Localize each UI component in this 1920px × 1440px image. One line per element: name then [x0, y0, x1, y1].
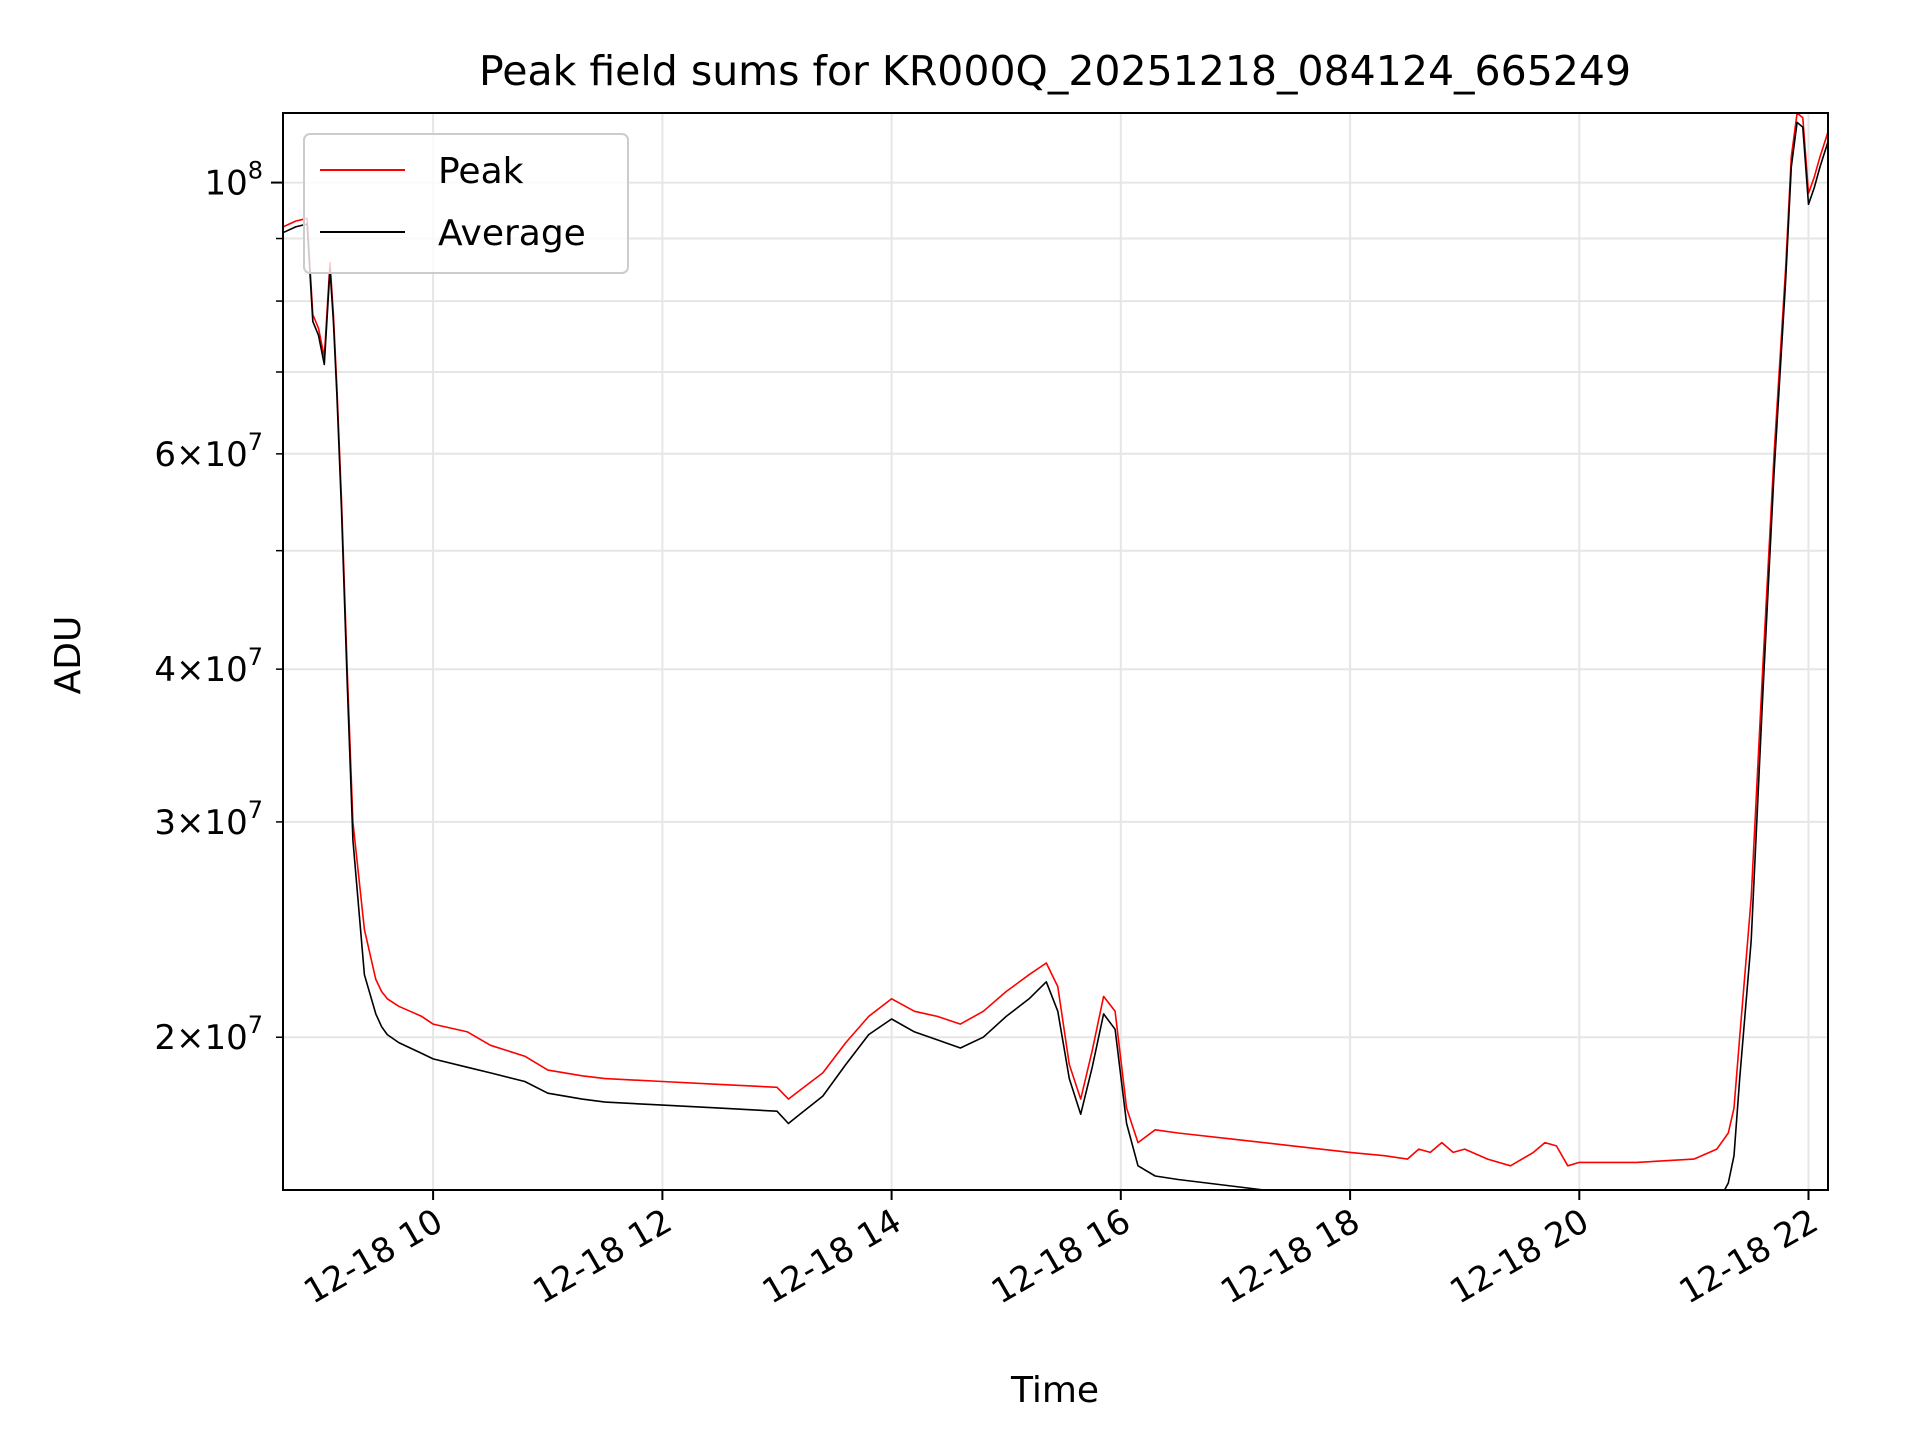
y-tick-base: 10: [204, 803, 247, 843]
x-axis-label: Time: [1010, 1370, 1099, 1411]
grid: [283, 113, 1828, 1190]
y-tick-base: 10: [204, 164, 247, 204]
y-tick-mantissa: 6: [154, 435, 176, 475]
legend: Peak Average: [303, 133, 629, 274]
y-tick-mantissa: 4: [154, 650, 176, 690]
y-tick-times: ×: [176, 435, 205, 475]
legend-label-peak: Peak: [438, 151, 524, 192]
y-tick-base: 10: [204, 1018, 247, 1058]
y-tick-base: 10: [204, 650, 247, 690]
series-layer: [283, 113, 1828, 1190]
series-line-average: [283, 121, 1828, 1190]
legend-label-average: Average: [438, 213, 586, 254]
legend-box: [303, 133, 629, 274]
y-tick-times: ×: [176, 803, 205, 843]
y-tick-label: 108: [204, 157, 263, 204]
y-tick-exponent: 8: [248, 157, 263, 185]
chart-title: Peak field sums for KR000Q_20251218_0841…: [479, 47, 1631, 95]
y-tick-exponent: 7: [248, 428, 263, 456]
y-tick-label: 2×107: [154, 1011, 263, 1058]
y-tick-times: ×: [176, 1018, 205, 1058]
y-tick-exponent: 7: [248, 796, 263, 824]
series-line-peak: [283, 113, 1828, 1167]
y-tick-mantissa: 2: [154, 1018, 176, 1058]
y-tick-exponent: 7: [248, 643, 263, 671]
y-tick-base: 10: [204, 435, 247, 475]
y-tick-label: 4×107: [154, 643, 263, 690]
y-tick-label: 6×107: [154, 428, 263, 475]
y-tick-label: 3×107: [154, 796, 263, 843]
y-axis-label: ADU: [48, 616, 89, 695]
y-tick-mantissa: 3: [154, 803, 176, 843]
y-tick-times: ×: [176, 650, 205, 690]
y-tick-exponent: 7: [248, 1011, 263, 1039]
plot-frame: [282, 112, 1829, 1191]
